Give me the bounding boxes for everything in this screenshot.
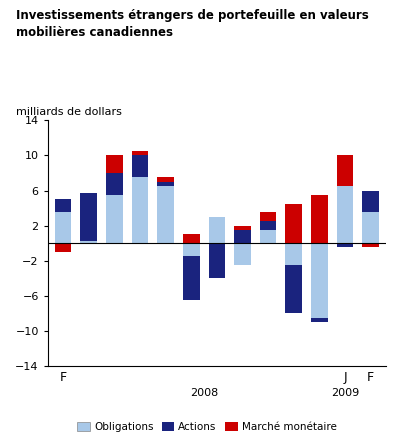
Bar: [132, 151, 148, 156]
Bar: [157, 186, 174, 243]
Bar: [337, 243, 353, 248]
Bar: [106, 195, 123, 243]
Bar: [80, 241, 97, 243]
Bar: [337, 186, 353, 243]
Bar: [106, 156, 123, 173]
Bar: [362, 212, 379, 243]
Bar: [311, 243, 328, 318]
Bar: [55, 199, 72, 212]
Bar: [285, 204, 302, 243]
Bar: [260, 221, 277, 230]
Bar: [55, 212, 72, 243]
Bar: [337, 156, 353, 186]
Text: 2009: 2009: [331, 388, 359, 398]
Legend: Obligations, Actions, Marché monétaire: Obligations, Actions, Marché monétaire: [73, 418, 341, 436]
Bar: [285, 243, 302, 265]
Bar: [157, 178, 174, 182]
Bar: [55, 243, 72, 252]
Bar: [132, 178, 148, 243]
Bar: [260, 230, 277, 243]
Bar: [234, 243, 251, 265]
Bar: [311, 195, 328, 243]
Bar: [106, 173, 123, 195]
Bar: [362, 243, 379, 248]
Bar: [132, 156, 148, 178]
Text: milliards de dollars: milliards de dollars: [16, 107, 122, 117]
Bar: [209, 217, 225, 243]
Bar: [285, 265, 302, 313]
Bar: [234, 230, 251, 243]
Bar: [260, 212, 277, 221]
Bar: [157, 182, 174, 186]
Bar: [362, 190, 379, 212]
Bar: [183, 234, 200, 243]
Bar: [209, 243, 225, 278]
Bar: [80, 193, 97, 241]
Text: Investissements étrangers de portefeuille en valeurs
mobilières canadiennes: Investissements étrangers de portefeuill…: [16, 9, 369, 39]
Bar: [183, 256, 200, 300]
Bar: [234, 226, 251, 230]
Text: 2008: 2008: [190, 388, 218, 398]
Bar: [311, 318, 328, 322]
Bar: [183, 243, 200, 256]
